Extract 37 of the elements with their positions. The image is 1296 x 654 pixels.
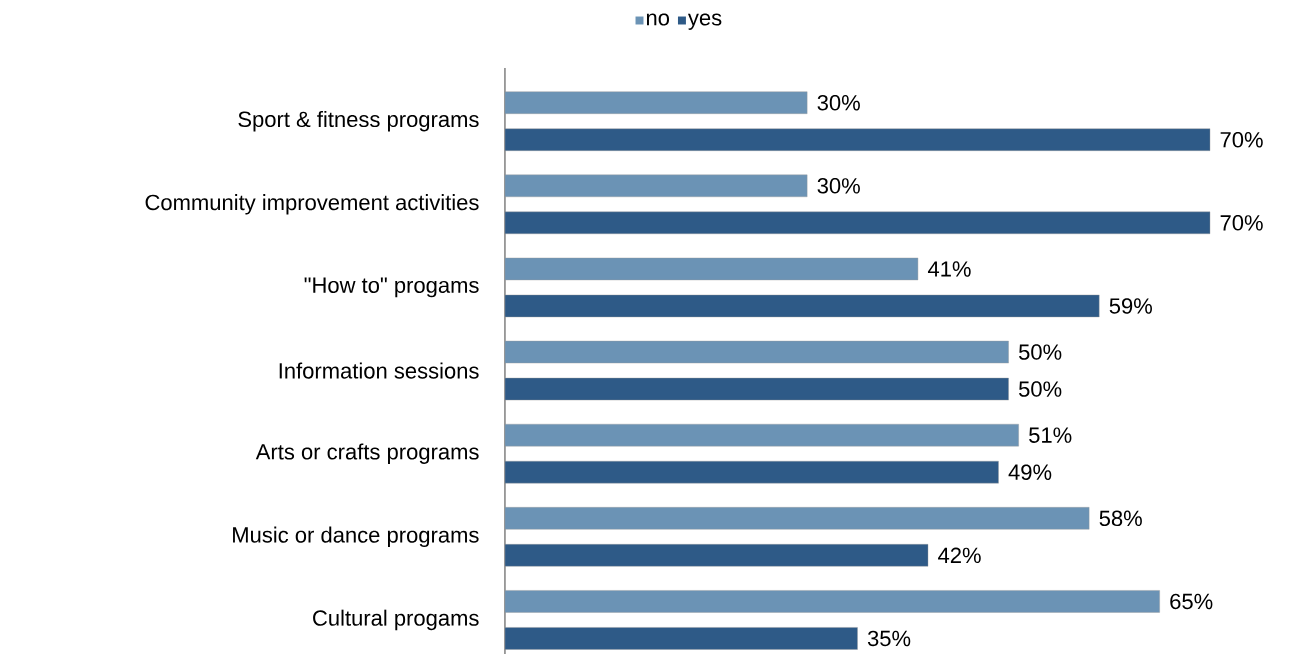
data-label: 59% [1109,298,1152,314]
data-label: 30% [817,178,860,194]
data-label: 50% [1018,344,1062,360]
data-label: 58% [1099,510,1142,527]
legend-label: no [646,13,670,26]
y-tick-label: Music or dance programs [233,526,479,548]
legend-label: yes [687,13,722,30]
y-tick-label: Community improvement activities [145,194,479,215]
data-label: 51% [1029,427,1072,443]
bar [504,340,1009,364]
bar [504,590,1160,613]
data-label: 70% [1220,215,1263,231]
data-label: 42% [938,547,981,564]
data-label: 70% [1220,131,1263,148]
bar [504,174,808,198]
data-label: 65% [1170,593,1213,610]
bar [504,91,808,114]
bar [504,257,919,281]
bar [504,460,999,484]
y-tick-label: Information sessions [279,362,479,379]
bar [504,544,929,567]
data-label: 50% [1018,381,1062,397]
y-tick-label: "How to" progams [304,277,479,298]
bar [504,507,1090,530]
bar [504,423,1019,447]
data-label: 49% [1008,464,1052,480]
data-label: 30% [817,94,860,111]
bar [504,128,1211,151]
y-tick-label: Cultural progams [313,609,479,631]
bar [504,294,1100,318]
bar [504,627,858,650]
bar [504,211,1211,235]
y-tick-label: Sport & fitness programs [238,110,479,132]
bar [504,377,1009,401]
data-label: 41% [927,261,971,277]
data-label: 35% [867,630,911,647]
y-tick-label: Arts or crafts programs [255,443,479,464]
